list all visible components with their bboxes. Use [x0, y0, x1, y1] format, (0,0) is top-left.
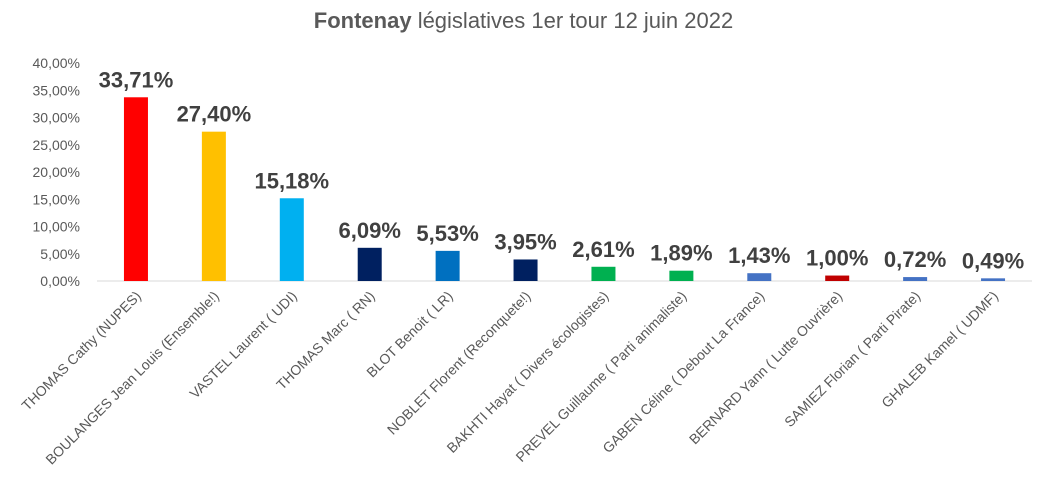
bar: [513, 259, 538, 281]
bar: [357, 247, 382, 281]
y-tick-label: 40,00%: [33, 55, 80, 71]
data-label: 3,95%: [494, 229, 556, 254]
y-tick-label: 5,00%: [40, 246, 80, 262]
y-tick-label: 10,00%: [33, 219, 80, 235]
bar: [669, 270, 694, 281]
bar: [903, 277, 928, 281]
y-tick-label: 20,00%: [33, 164, 80, 180]
data-label: 33,71%: [99, 67, 174, 92]
category-label: BERNARD Yann ( Lutte Ouvrière): [686, 288, 845, 447]
y-tick-label: 25,00%: [33, 137, 80, 153]
y-tick-label: 30,00%: [33, 110, 80, 126]
data-label: 1,00%: [806, 246, 868, 271]
data-label: 6,09%: [339, 218, 401, 243]
category-label: NOBLET Florent (Reconquete!): [384, 288, 534, 438]
category-label: BAKHTI Hayat ( Divers écologistes): [443, 288, 611, 456]
data-label: 27,40%: [177, 102, 252, 127]
y-tick-label: 15,00%: [33, 191, 80, 207]
data-label: 0,72%: [884, 247, 946, 272]
bar: [591, 266, 616, 281]
y-tick-label: 35,00%: [33, 82, 80, 98]
bar: [825, 275, 850, 281]
y-tick-label: 0,00%: [40, 273, 80, 289]
category-label: SAMIEZ Florian ( Parti Pirate): [781, 288, 923, 430]
data-label: 0,49%: [962, 248, 1024, 273]
category-label: BLOT Benoit ( LR): [363, 288, 456, 381]
data-label: 1,43%: [728, 243, 790, 268]
bar: [747, 273, 772, 281]
chart-title: Fontenay législatives 1er tour 12 juin 2…: [0, 8, 1047, 34]
category-label: GABEN Céline ( Debout La France): [599, 288, 767, 456]
bar: [981, 278, 1006, 281]
chart-title-rest: législatives 1er tour 12 juin 2022: [417, 8, 734, 33]
category-label: PREVEL Guillaume ( Parti animaliste): [512, 288, 689, 465]
data-label: 2,61%: [572, 237, 634, 262]
data-label: 15,18%: [254, 168, 329, 193]
category-label: BOULANGES Jean Louis (Ensemble!): [42, 288, 222, 468]
data-label: 5,53%: [416, 221, 478, 246]
bar: [201, 131, 226, 281]
bar: [123, 97, 148, 281]
bar: [279, 198, 304, 281]
bar: [435, 250, 460, 281]
data-label: 1,89%: [650, 241, 712, 266]
chart-title-bold: Fontenay: [313, 8, 412, 33]
